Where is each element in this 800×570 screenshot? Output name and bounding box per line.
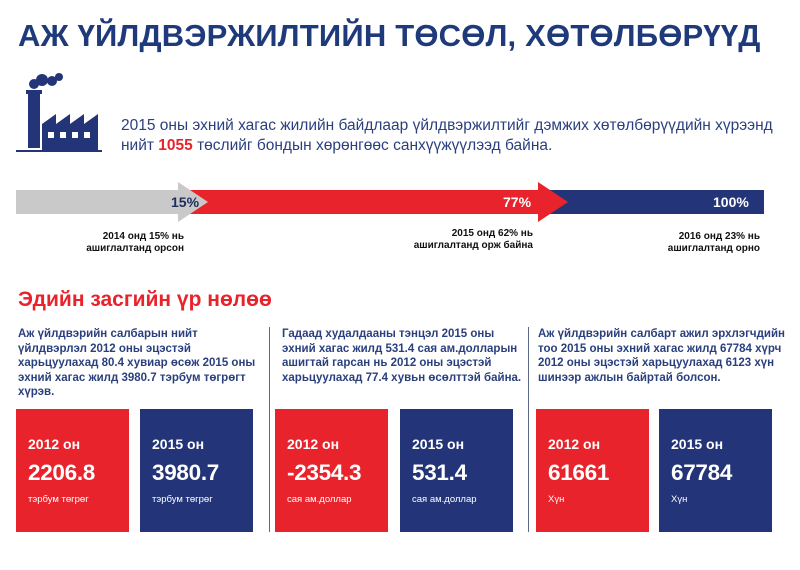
intro-text-start: 2015 оны эхний хагас жилийн байдлаар үйл… — [121, 117, 773, 154]
stat-unit: Хүн — [671, 494, 688, 505]
stat-value: 531.4 — [412, 460, 467, 485]
stat-card: 2015 он 67784 Хүн — [659, 409, 772, 532]
stat-card: 2012 он 2206.8 тэрбум төгрөг — [16, 409, 129, 532]
stat-unit: сая ам.доллар — [412, 494, 477, 505]
stat-unit: сая ам.доллар — [287, 494, 352, 505]
progress-label-100: 100% — [713, 194, 749, 210]
stat-card: 2015 он 3980.7 тэрбум төгрөг — [140, 409, 253, 532]
stat-card: 2012 он 61661 Хүн — [536, 409, 649, 532]
stat-card: 2012 он -2354.3 сая ам.доллар — [275, 409, 388, 532]
section-title: Эдийн засгийн үр нөлөө — [18, 288, 272, 311]
progress-note-2014: 2014 онд 15% нь ашиглалтанд орсон — [86, 231, 184, 254]
progress-label-77: 77% — [503, 194, 532, 210]
factory-icon — [16, 73, 102, 152]
stat-unit: тэрбум төгрөг — [28, 494, 89, 505]
column-divider — [528, 327, 529, 532]
column-divider — [269, 327, 270, 532]
stat-value: 67784 — [671, 460, 733, 485]
stat-unit: Хүн — [548, 494, 565, 505]
column-text-trade: Гадаад худалдааны тэнцэл 2015 оны эхний … — [282, 328, 522, 384]
progress-segment-gray — [16, 182, 208, 222]
progress-note-2015: 2015 онд 62% нь ашиглалтанд орж байна — [413, 228, 533, 251]
progress-label-15: 15% — [171, 194, 200, 210]
progress-bar: 15% 77% 100% — [16, 182, 764, 222]
stat-year: 2012 он — [28, 436, 81, 452]
intro-text-end: төслийг бондын хөрөнгөөс санхүүжүүлээд б… — [192, 137, 553, 154]
project-count: 1055 — [158, 137, 193, 154]
page-title: АЖ ҮЙЛДВЭРЖИЛТИЙН ТӨСӨЛ, ХӨТӨЛБӨРҮҮД — [18, 18, 761, 53]
stat-year: 2012 он — [548, 436, 601, 452]
stat-unit: тэрбум төгрөг — [152, 494, 213, 505]
column-text-employment: Аж үйлдвэрийн салбарт ажил эрхлэгчдийн т… — [538, 328, 785, 384]
progress-arrows — [16, 182, 764, 222]
progress-note-2016: 2016 онд 23% нь ашиглалтанд орно — [667, 231, 760, 254]
column-text-production: Аж үйлдвэрийн салбарын нийт үйлдвэрлэл 2… — [18, 328, 256, 398]
stat-year: 2015 он — [152, 436, 205, 452]
stat-card: 2015 он 531.4 сая ам.доллар — [400, 409, 513, 532]
intro-text: 2015 оны эхний хагас жилийн байдлаар үйл… — [121, 116, 781, 156]
stat-value: 3980.7 — [152, 460, 220, 485]
stat-value: 2206.8 — [28, 460, 96, 485]
stat-year: 2015 он — [412, 436, 465, 452]
stat-value: 61661 — [548, 460, 610, 485]
stat-year: 2015 он — [671, 436, 724, 452]
stat-year: 2012 он — [287, 436, 340, 452]
stat-value: -2354.3 — [287, 460, 362, 485]
